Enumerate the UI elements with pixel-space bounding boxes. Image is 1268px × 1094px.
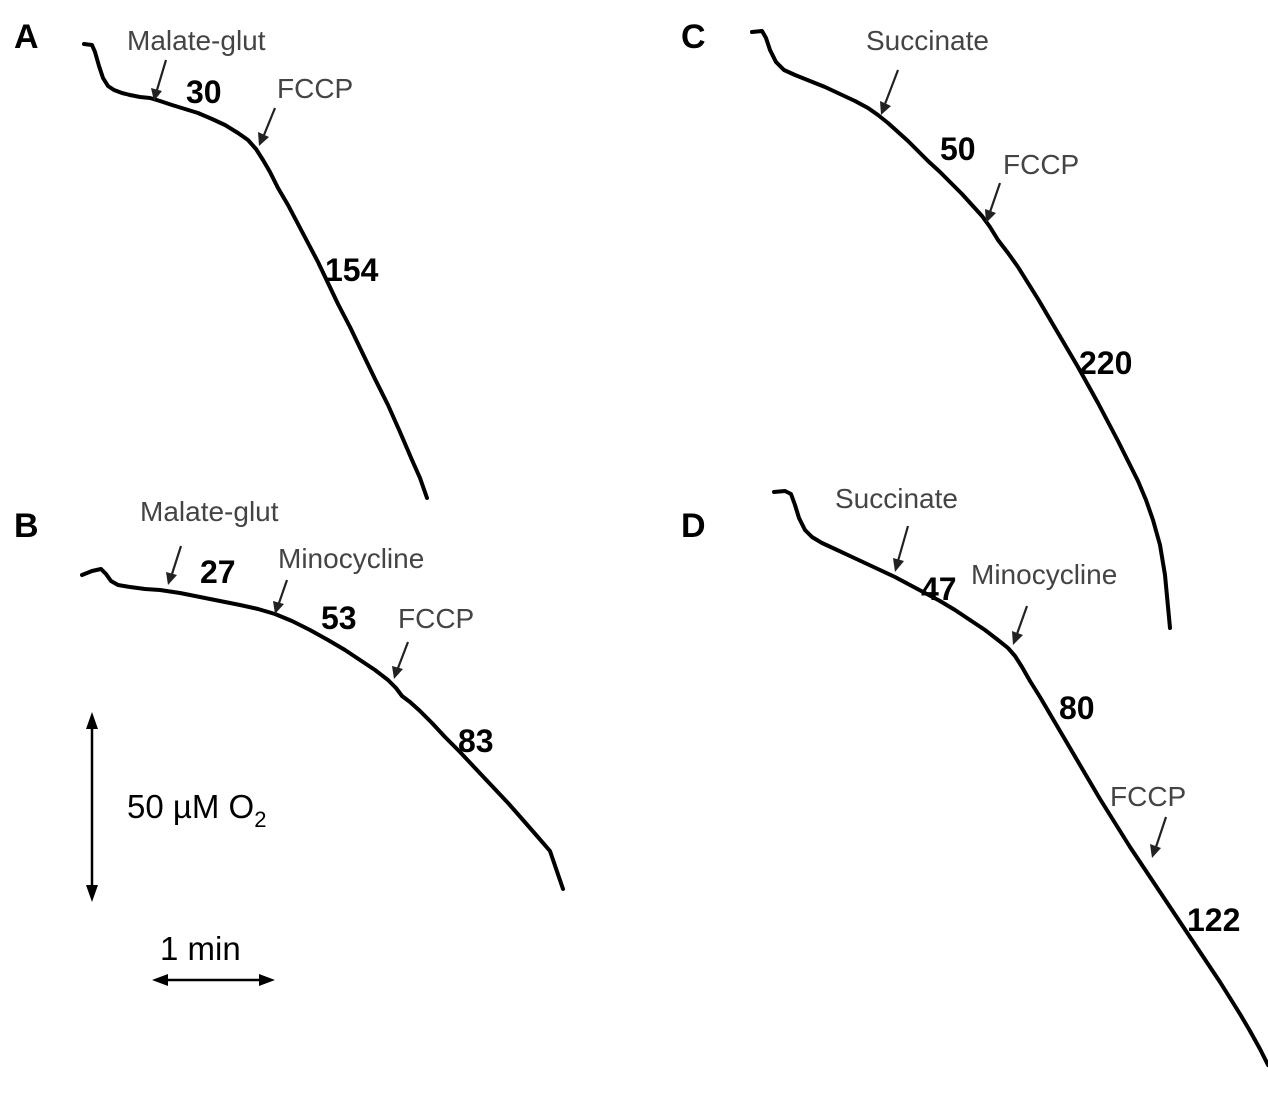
rate-b-2: 53 xyxy=(321,600,357,636)
arrow-malate-glut-a xyxy=(151,59,168,101)
scale-bar-time: 1 min xyxy=(152,930,275,986)
scale-label-oxygen-subscript: 2 xyxy=(254,807,266,832)
scale-bar-oxygen: 50 µM O2 xyxy=(86,712,266,902)
panel-a: A Malate-glut 30 FCCP 154 xyxy=(14,18,429,500)
annotation-fccp-b: FCCP xyxy=(398,603,474,634)
rate-d-3: 122 xyxy=(1187,902,1240,938)
annotation-minocycline-d: Minocycline xyxy=(971,559,1117,590)
scale-label-time: 1 min xyxy=(160,930,241,967)
panel-d-trace xyxy=(772,489,1268,1067)
rate-b-1: 27 xyxy=(200,554,236,590)
annotation-fccp-c: FCCP xyxy=(1003,149,1079,180)
panel-label-a: A xyxy=(14,18,39,56)
panel-c: C Succinate 50 FCCP 220 xyxy=(681,18,1172,630)
panel-b: B Malate-glut 27 Minocycline 53 FCCP 83 xyxy=(14,496,565,891)
panel-label-b: B xyxy=(14,507,39,545)
arrow-succinate-c xyxy=(880,69,900,115)
rate-a-2: 154 xyxy=(325,252,379,288)
panel-a-trace xyxy=(82,42,429,500)
annotation-fccp-d: FCCP xyxy=(1110,781,1186,812)
annotation-succinate-c: Succinate xyxy=(866,25,989,56)
annotation-minocycline-b: Minocycline xyxy=(278,543,424,574)
panel-label-c: C xyxy=(681,18,706,56)
panel-c-trace xyxy=(750,29,1172,630)
rate-c-1: 50 xyxy=(940,131,976,167)
panel-label-d: D xyxy=(681,507,706,545)
annotation-fccp-a: FCCP xyxy=(277,73,353,104)
scale-label-oxygen: 50 µM O2 xyxy=(127,788,266,832)
arrow-minocycline-b xyxy=(273,579,289,614)
scale-label-oxygen-main: 50 µM O xyxy=(127,788,254,825)
arrow-malate-glut-b xyxy=(166,545,183,585)
rate-c-2: 220 xyxy=(1079,345,1132,381)
arrow-fccp-d xyxy=(1150,816,1168,858)
annotation-succinate-d: Succinate xyxy=(835,483,958,514)
arrow-fccp-c xyxy=(985,182,1002,223)
rate-b-3: 83 xyxy=(458,723,494,759)
rate-d-1: 47 xyxy=(921,571,957,607)
annotation-malate-glut-b: Malate-glut xyxy=(140,496,279,527)
arrow-fccp-b xyxy=(392,641,410,679)
arrow-fccp-a xyxy=(258,107,277,146)
panel-d: D Succinate 47 Minocycline 80 FCCP 122 xyxy=(681,483,1268,1067)
panel-b-trace xyxy=(80,567,565,891)
arrow-succinate-d xyxy=(893,525,910,572)
rate-d-2: 80 xyxy=(1059,690,1095,726)
arrow-minocycline-d xyxy=(1012,605,1029,645)
rate-a-1: 30 xyxy=(186,74,222,110)
annotation-malate-glut-a: Malate-glut xyxy=(127,25,266,56)
